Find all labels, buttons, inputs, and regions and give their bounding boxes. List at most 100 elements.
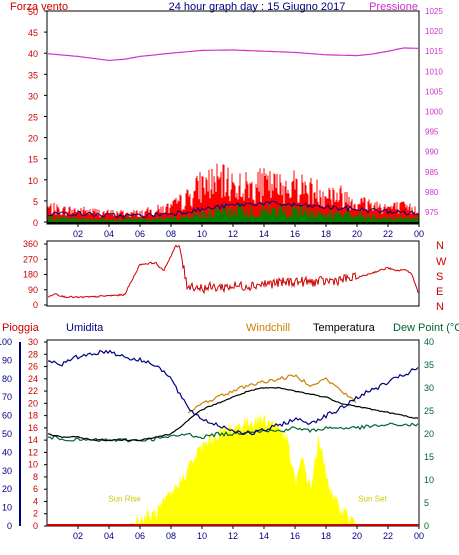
x-tick-label: 14 <box>259 531 269 541</box>
humidity-axis-title: Umidita <box>66 322 104 334</box>
temperature-tick: 0 <box>33 521 38 531</box>
x-tick-label: 14 <box>259 229 269 239</box>
wind-direction-line <box>47 244 419 299</box>
dewpoint-tick: 10 <box>424 475 434 485</box>
dewpoint-tick: 15 <box>424 452 434 462</box>
sunrise-label: Sun Rise <box>108 494 141 503</box>
dewpoint-tick: 35 <box>424 360 434 370</box>
x-tick-label: 02 <box>73 229 83 239</box>
pressure-tick: 1025 <box>425 7 443 16</box>
pressure-tick: 975 <box>425 208 439 217</box>
sunset-label: Sun Set <box>358 494 387 503</box>
x-tick-label: 06 <box>135 531 145 541</box>
wind-speed-tick: 0 <box>33 218 38 228</box>
wind-speed-tick: 35 <box>28 70 38 80</box>
windchill-line <box>187 374 357 414</box>
wind-speed-tick: 25 <box>28 113 38 123</box>
pressure-tick: 995 <box>425 128 439 137</box>
temperature-tick: 26 <box>28 362 38 372</box>
x-tick-label: 08 <box>166 531 176 541</box>
temperature-tick: 2 <box>33 509 38 519</box>
x-tick-label: 06 <box>135 229 145 239</box>
x-tick-label: 04 <box>104 229 114 239</box>
humidity-tick: 20 <box>2 484 12 494</box>
humidity-tick: 100 <box>0 337 12 347</box>
dewpoint-tick: 40 <box>424 337 434 347</box>
dewpoint-tick: 25 <box>424 406 434 416</box>
humidity-tick: 60 <box>2 411 12 421</box>
wind-speed-axis-title: Forza vento <box>10 1 68 13</box>
x-tick-label: 12 <box>228 531 238 541</box>
humidity-tick: 50 <box>2 429 12 439</box>
dewpoint-tick: 20 <box>424 429 434 439</box>
x-tick-label: 08 <box>166 229 176 239</box>
direction-label-e: E <box>436 286 443 298</box>
dewpoint-legend: Dew Point (°C <box>393 322 459 334</box>
humidity-tick: 10 <box>2 503 12 513</box>
temperature-tick: 24 <box>28 374 38 384</box>
humidity-line <box>47 349 419 436</box>
direction-tick: 270 <box>23 254 38 264</box>
temperature-tick: 8 <box>33 472 38 482</box>
temperature-tick: 16 <box>28 423 38 433</box>
wind-speed-tick: 30 <box>28 91 38 101</box>
x-tick-label: 18 <box>321 531 331 541</box>
pressure-tick: 1000 <box>425 107 443 116</box>
direction-plot-frame <box>46 240 420 307</box>
solar-radiation-area <box>47 412 419 526</box>
temperature-tick: 28 <box>28 349 38 359</box>
pressure-tick: 1010 <box>425 67 443 76</box>
direction-tick: 360 <box>23 239 38 249</box>
temperature-tick: 6 <box>33 484 38 494</box>
dewpoint-tick: 5 <box>424 498 429 508</box>
temperature-line <box>47 386 419 442</box>
wind-speed-tick: 20 <box>28 134 38 144</box>
temperature-tick: 10 <box>28 460 38 470</box>
humidity-tick: 40 <box>2 447 12 457</box>
pressure-tick: 1005 <box>425 87 443 96</box>
x-tick-label: 18 <box>321 229 331 239</box>
pressure-tick: 1015 <box>425 47 443 56</box>
wind-speed-tick: 40 <box>28 49 38 59</box>
x-tick-label: 22 <box>383 229 393 239</box>
temperature-tick: 14 <box>28 435 38 445</box>
pressure-tick: 990 <box>425 148 439 157</box>
pressure-tick: 985 <box>425 168 439 177</box>
temperature-tick: 30 <box>28 337 38 347</box>
dewpoint-tick: 30 <box>424 383 434 393</box>
pressure-tick: 980 <box>425 188 439 197</box>
pressure-line <box>47 47 419 62</box>
x-tick-label: 16 <box>290 229 300 239</box>
temperature-legend: Temperatura <box>313 322 376 334</box>
direction-tick: 90 <box>28 285 38 295</box>
wind-speed-tick: 50 <box>28 7 38 17</box>
direction-label-s: S <box>436 271 443 283</box>
direction-label-w: W <box>436 256 447 268</box>
x-tick-label: 10 <box>197 531 207 541</box>
x-tick-label: 00 <box>414 531 424 541</box>
wind-speed-tick: 15 <box>28 155 38 165</box>
temperature-tick: 22 <box>28 386 38 396</box>
x-tick-label: 20 <box>352 229 362 239</box>
temperature-tick: 18 <box>28 411 38 421</box>
direction-label-n-bottom: N <box>436 301 444 313</box>
temperature-tick: 20 <box>28 398 38 408</box>
wind-speed-tick: 10 <box>28 176 38 186</box>
windchill-legend: Windchill <box>246 322 290 334</box>
humidity-tick: 80 <box>2 374 12 384</box>
temperature-tick: 4 <box>33 496 38 506</box>
humidity-tick: 30 <box>2 466 12 476</box>
x-tick-label: 00 <box>414 229 424 239</box>
direction-tick: 0 <box>33 300 38 310</box>
direction-label-n-top: N <box>436 240 444 252</box>
wind-speed-tick: 5 <box>33 197 38 207</box>
dewpoint-tick: 0 <box>424 521 429 531</box>
x-tick-label: 16 <box>290 531 300 541</box>
pressure-axis-title: Pressione <box>369 1 418 13</box>
x-tick-label: 20 <box>352 531 362 541</box>
pressure-tick: 1020 <box>425 27 443 36</box>
humidity-tick: 0 <box>7 521 12 531</box>
temperature-tick: 12 <box>28 447 38 457</box>
x-tick-label: 04 <box>104 531 114 541</box>
